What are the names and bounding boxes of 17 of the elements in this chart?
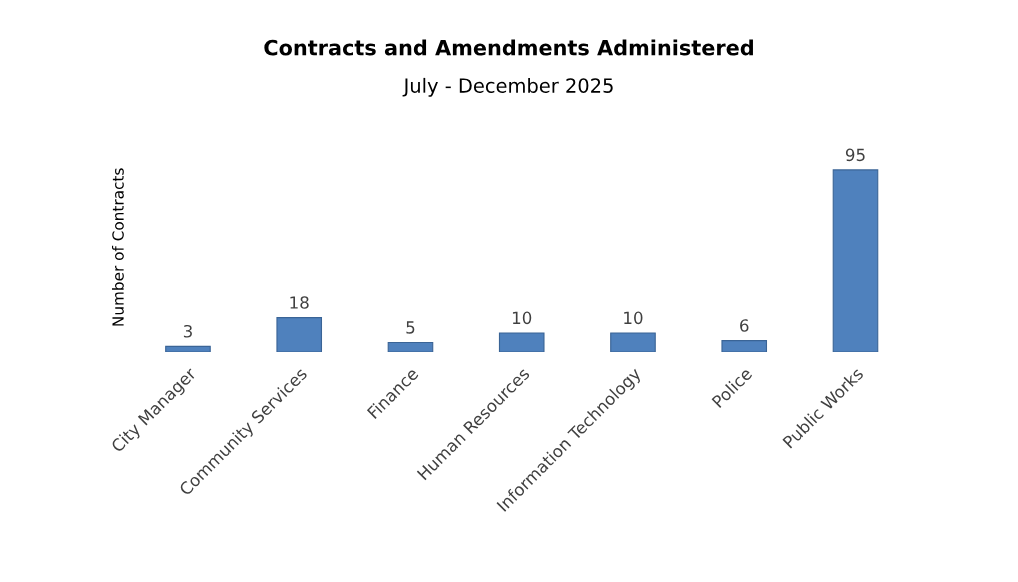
bar [498,332,545,353]
bar [721,340,768,353]
chart-subtitle: July - December 2025 [402,77,613,97]
data-label: 5 [406,321,415,334]
data-label: 3 [183,324,192,338]
bar [387,341,434,353]
bar [832,169,879,353]
data-label: 95 [845,148,865,162]
data-label: 18 [290,296,309,309]
bar [165,345,211,353]
data-label: 10 [512,311,532,325]
y-axis-title: Number of Contracts [112,168,124,326]
bar [610,332,656,353]
chart-title: Contracts and Amendments Administered [264,39,753,56]
bar [276,317,323,353]
data-label: 6 [740,319,749,332]
data-label: 10 [624,311,643,325]
